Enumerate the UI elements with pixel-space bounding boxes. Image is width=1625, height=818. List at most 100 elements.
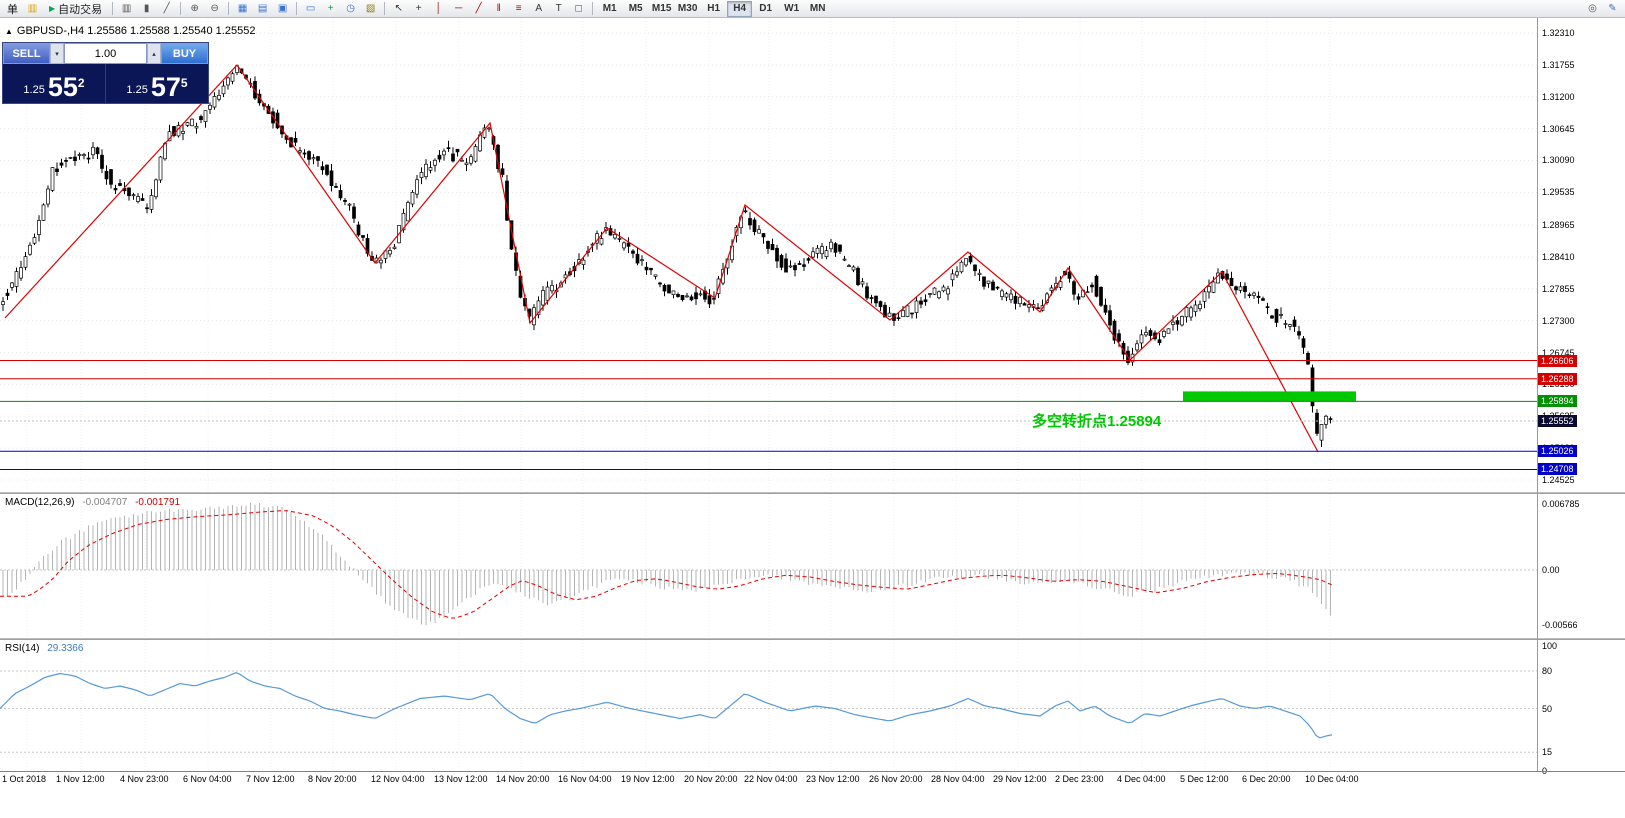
price-axis-label: 1.24525 xyxy=(1542,475,1575,485)
price-axis-label: 1.30090 xyxy=(1542,155,1575,165)
shapes-icon[interactable]: ◻ xyxy=(569,1,588,17)
symbol-ohlc-text: GBPUSD-,H4 1.25586 1.25588 1.25540 1.255… xyxy=(16,25,256,37)
macd-signal-value: -0.001791 xyxy=(135,497,181,508)
quick-chart-icon[interactable]: ▥ xyxy=(23,1,42,17)
green-zone-rectangle xyxy=(1183,391,1356,402)
rsi-axis-label: 100 xyxy=(1542,641,1558,651)
timeframe-m5-button[interactable]: M5 xyxy=(623,1,648,17)
horizontal-line-icon[interactable]: ─ xyxy=(449,1,468,17)
zigzag-indicator-line xyxy=(4,64,1319,453)
buy-price-big: 57 xyxy=(150,72,181,102)
rsi-line xyxy=(0,672,1333,739)
tile-windows-icon[interactable]: ▤ xyxy=(253,1,272,17)
time-scale[interactable]: 1 Oct 2018 1 Nov 12:00 4 Nov 23:00 6 Nov 04… xyxy=(0,772,1625,788)
price-axis-label: 1.32310 xyxy=(1542,28,1575,38)
price-scale[interactable]: 1.32310 1.31755 1.31200 1.30645 1.30090 1.295… xyxy=(1538,18,1624,492)
line-chart-icon[interactable]: ╱ xyxy=(157,1,176,17)
autotrade-button[interactable]: ▶ 自动交易 xyxy=(43,1,108,17)
rsi-value: 29.3366 xyxy=(47,643,84,654)
timeframe-m30-button[interactable]: M30 xyxy=(675,1,700,17)
timeframe-m15-button[interactable]: M15 xyxy=(649,1,674,17)
periods-icon[interactable]: ◷ xyxy=(341,1,360,17)
time-axis-border xyxy=(0,771,1625,772)
date-tick-label: 29 Nov 12:00 xyxy=(993,774,1047,784)
price-axis-label: 1.28965 xyxy=(1542,220,1575,230)
rsi-canvas[interactable] xyxy=(0,640,1537,771)
cursor-icon[interactable]: ↖ xyxy=(389,1,408,17)
crosshair-icon[interactable]: + xyxy=(409,1,428,17)
volume-decrease-button[interactable]: ▾ xyxy=(50,43,64,64)
macd-name: MACD(12,26,9) xyxy=(5,497,75,508)
macd-signal-line xyxy=(0,510,1333,619)
rsi-label: RSI(14) 29.3366 xyxy=(5,643,83,654)
date-tick-label: 28 Nov 04:00 xyxy=(931,774,985,784)
zoom-out-icon[interactable]: ⊖ xyxy=(205,1,224,17)
macd-axis-label: 0.00 xyxy=(1542,565,1560,575)
buy-price-pip: 5 xyxy=(180,76,188,90)
timeframe-m1-button[interactable]: M1 xyxy=(597,1,622,17)
grid-icon[interactable]: ▦ xyxy=(233,1,252,17)
date-tick-label: 6 Nov 04:00 xyxy=(183,774,232,784)
panel-separator[interactable] xyxy=(0,492,1625,494)
sell-price[interactable]: 1.25 55 2 xyxy=(3,64,106,103)
timeframe-w1-button[interactable]: W1 xyxy=(779,1,804,17)
date-tick-label: 14 Nov 20:00 xyxy=(496,774,550,784)
zoom-in-icon[interactable]: ⊕ xyxy=(185,1,204,17)
level-price-label: 1.26606 xyxy=(1538,355,1577,367)
date-tick-label: 19 Nov 12:00 xyxy=(621,774,675,784)
timeframe-buttons: M1 M5 M15 M30 H1 H4 D1 W1 MN xyxy=(597,0,830,17)
bar-chart-icon[interactable]: ▥ xyxy=(117,1,136,17)
level-price-label: 1.26288 xyxy=(1538,373,1577,385)
buy-price-prefix: 1.25 xyxy=(126,84,148,96)
volume-input[interactable] xyxy=(64,43,147,64)
sell-price-pip: 2 xyxy=(77,76,85,90)
timeframe-d1-button[interactable]: D1 xyxy=(753,1,778,17)
templates-icon[interactable]: ▧ xyxy=(361,1,380,17)
macd-axis-label: 0.006785 xyxy=(1542,499,1580,509)
menu-text[interactable]: 单 xyxy=(7,3,18,16)
panel-separator[interactable] xyxy=(0,638,1625,640)
one-click-collapse-icon[interactable]: ▲ xyxy=(5,26,13,36)
text-label-icon[interactable]: A xyxy=(529,1,548,17)
sell-price-big: 55 xyxy=(47,72,78,102)
macd-scale[interactable]: 0.006785 0.00 -0.00566 xyxy=(1538,494,1624,638)
fibonacci-icon[interactable]: ≡ xyxy=(509,1,528,17)
date-tick-label: 16 Nov 04:00 xyxy=(558,774,612,784)
rsi-name: RSI(14) xyxy=(5,643,40,654)
edit-icon[interactable]: ✎ xyxy=(1603,1,1622,17)
search-icon[interactable]: ◎ xyxy=(1583,1,1602,17)
macd-canvas[interactable] xyxy=(0,494,1537,638)
date-tick-label: 10 Dec 04:00 xyxy=(1305,774,1359,784)
arrow-object-icon[interactable]: T xyxy=(549,1,568,17)
indicators-icon[interactable]: + xyxy=(321,1,340,17)
vertical-line-icon[interactable]: │ xyxy=(429,1,448,17)
rsi-scale[interactable]: 1008050150 xyxy=(1538,640,1624,776)
date-tick-label: 8 Nov 20:00 xyxy=(308,774,357,784)
new-order-icon[interactable]: ▭ xyxy=(301,1,320,17)
timeframe-mn-button[interactable]: MN xyxy=(805,1,830,17)
price-axis-label: 1.27855 xyxy=(1542,284,1575,294)
timeframe-h4-button[interactable]: H4 xyxy=(727,0,753,17)
channel-icon[interactable]: ‖ xyxy=(489,1,508,17)
price-chart-canvas[interactable] xyxy=(0,18,1537,492)
macd-axis-label: -0.00566 xyxy=(1542,620,1578,630)
autotrade-label: 自动交易 xyxy=(58,3,103,16)
volume-increase-button[interactable]: ▴ xyxy=(147,43,161,64)
price-axis-label: 1.31755 xyxy=(1542,60,1575,70)
date-tick-label: 13 Nov 12:00 xyxy=(434,774,488,784)
buy-price[interactable]: 1.25 57 5 xyxy=(106,64,208,103)
sell-button[interactable]: SELL xyxy=(3,43,50,64)
date-tick-label: 4 Nov 23:00 xyxy=(120,774,169,784)
buy-button[interactable]: BUY xyxy=(161,43,208,64)
rsi-axis-label: 80 xyxy=(1542,666,1553,676)
timeframe-h1-button[interactable]: H1 xyxy=(701,1,726,17)
toolbar-separator xyxy=(296,2,298,15)
rsi-axis-label: 50 xyxy=(1542,704,1553,714)
rsi-axis-label: 15 xyxy=(1542,747,1553,757)
candlestick-chart-icon[interactable]: ▮ xyxy=(137,1,156,17)
level-price-label: 1.25026 xyxy=(1538,445,1577,457)
chart-text-annotation[interactable]: 多空转折点1.25894 xyxy=(1032,413,1162,430)
cascade-windows-icon[interactable]: ▣ xyxy=(273,1,292,17)
trendline-icon[interactable]: ╱ xyxy=(469,1,488,17)
toolbar-icon-groups: ▥ ▮ ╱ ⊕ ⊖ ▦ ▤ ▣ ▭ + ◷ ▧ ↖ + │ ─ ╱ ‖ ≡ A T ◻ xyxy=(117,1,588,17)
